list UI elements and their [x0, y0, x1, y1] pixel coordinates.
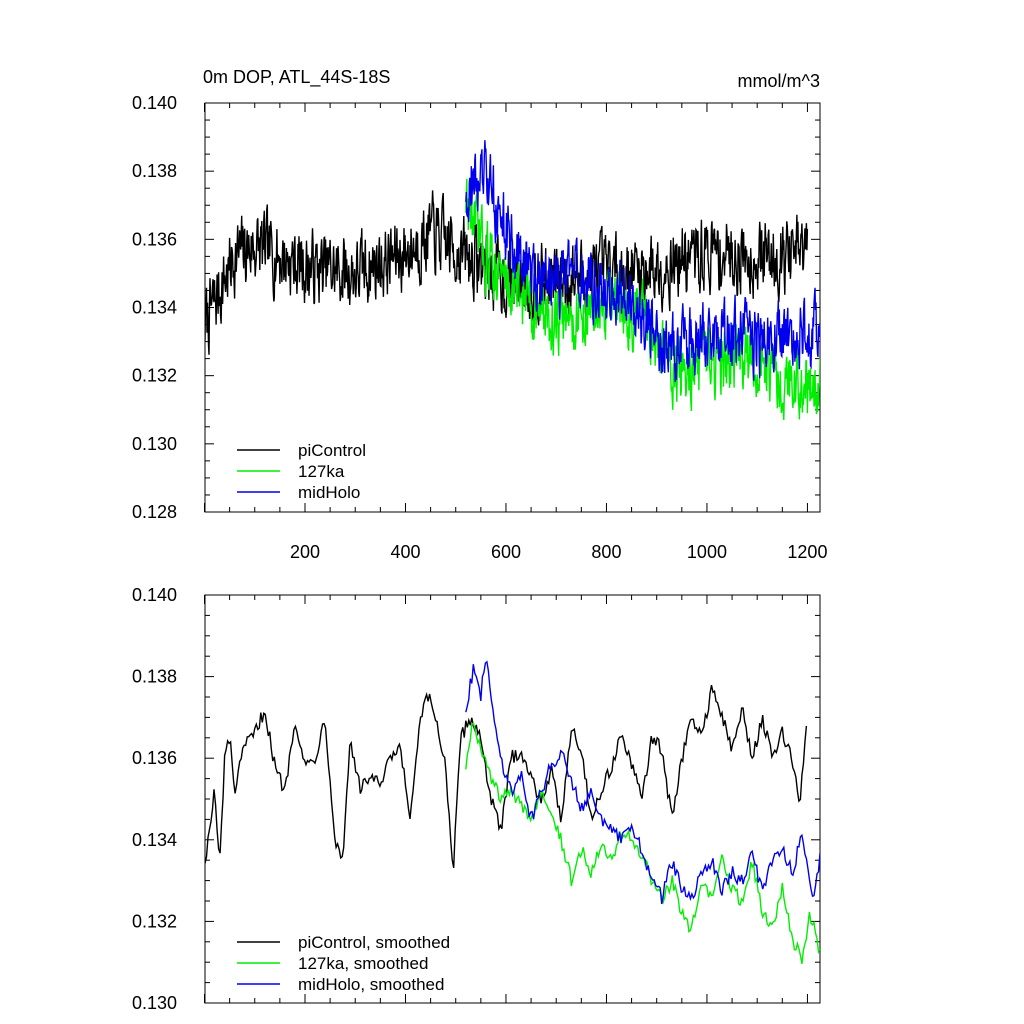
series-line-midHolo [465, 140, 820, 382]
y-tick-label: 0.132 [132, 366, 177, 386]
panel-top: 0.128 0.130 0.132 0.134 0.136 0.138 0.140 200 40… [132, 93, 828, 562]
units-label: mmol/m^3 [738, 71, 820, 91]
legend-label: 127ka, smoothed [298, 954, 428, 973]
y-tick-label: 0.134 [132, 830, 177, 850]
legend-label: midHolo, smoothed [298, 975, 444, 994]
x-tick-label: 400 [390, 542, 420, 562]
y-tick-label: 0.134 [132, 298, 177, 318]
y-tick-label: 0.130 [132, 993, 177, 1013]
x-tick-label: 600 [491, 542, 521, 562]
x-tick-label: 800 [591, 542, 621, 562]
x-tick-label: 1000 [687, 542, 727, 562]
y-tick-label: 0.138 [132, 161, 177, 181]
legend-label: piControl, smoothed [298, 933, 450, 952]
y-tick-label: 0.140 [132, 93, 177, 113]
y-tick-label: 0.130 [132, 434, 177, 454]
y-tick-label: 0.136 [132, 229, 177, 249]
x-tick-label: 200 [290, 542, 320, 562]
series-line-piControl [205, 190, 809, 355]
legend-label: piControl [298, 441, 366, 460]
legend-label: midHolo [298, 483, 360, 502]
panel-bottom: 0.130 0.132 0.134 0.136 0.138 0.140 piControl,… [132, 585, 821, 1013]
y-tick-label: 0.132 [132, 911, 177, 931]
y-tick-label: 0.128 [132, 502, 177, 522]
series-line-piControl [205, 684, 808, 869]
series-line-127ka [465, 178, 820, 420]
y-tick-label: 0.136 [132, 748, 177, 768]
legend-label: 127ka [298, 462, 345, 481]
chart-title: 0m DOP, ATL_44S-18S [203, 67, 390, 88]
series-line-midHolo [465, 660, 820, 905]
x-tick-label: 1200 [787, 542, 827, 562]
y-tick-label: 0.140 [132, 585, 177, 605]
y-tick-label: 0.138 [132, 667, 177, 687]
